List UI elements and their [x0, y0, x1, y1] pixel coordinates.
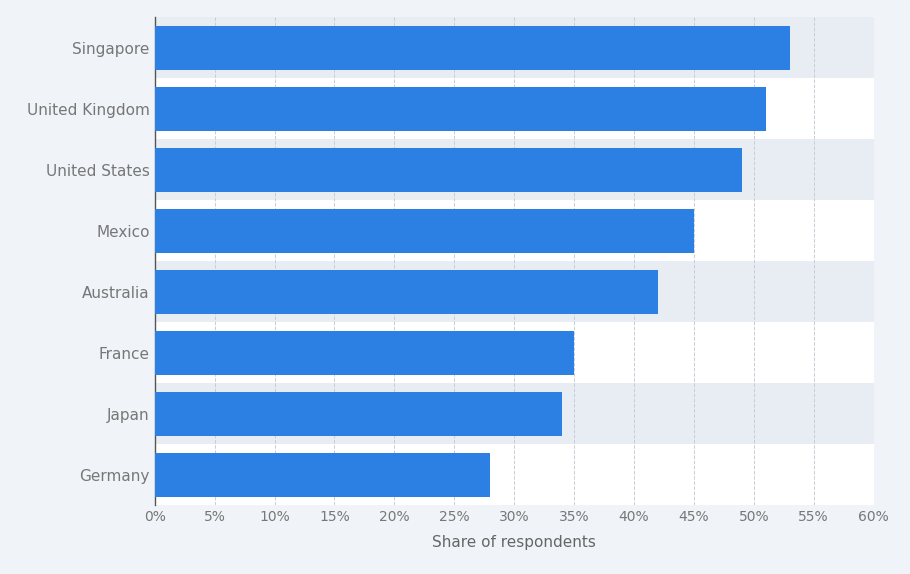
Bar: [155, 331, 574, 375]
Bar: [155, 17, 874, 78]
Bar: [155, 209, 693, 253]
Bar: [155, 322, 874, 383]
Bar: [155, 87, 766, 131]
Bar: [155, 139, 874, 200]
Bar: [155, 270, 658, 313]
Bar: [155, 444, 874, 505]
Bar: [155, 148, 742, 192]
Bar: [155, 391, 562, 436]
Bar: [155, 26, 790, 69]
X-axis label: Share of respondents: Share of respondents: [432, 535, 596, 550]
Bar: [155, 261, 874, 322]
Bar: [155, 453, 490, 497]
Bar: [155, 78, 874, 139]
Bar: [155, 383, 874, 444]
Bar: [155, 200, 874, 261]
